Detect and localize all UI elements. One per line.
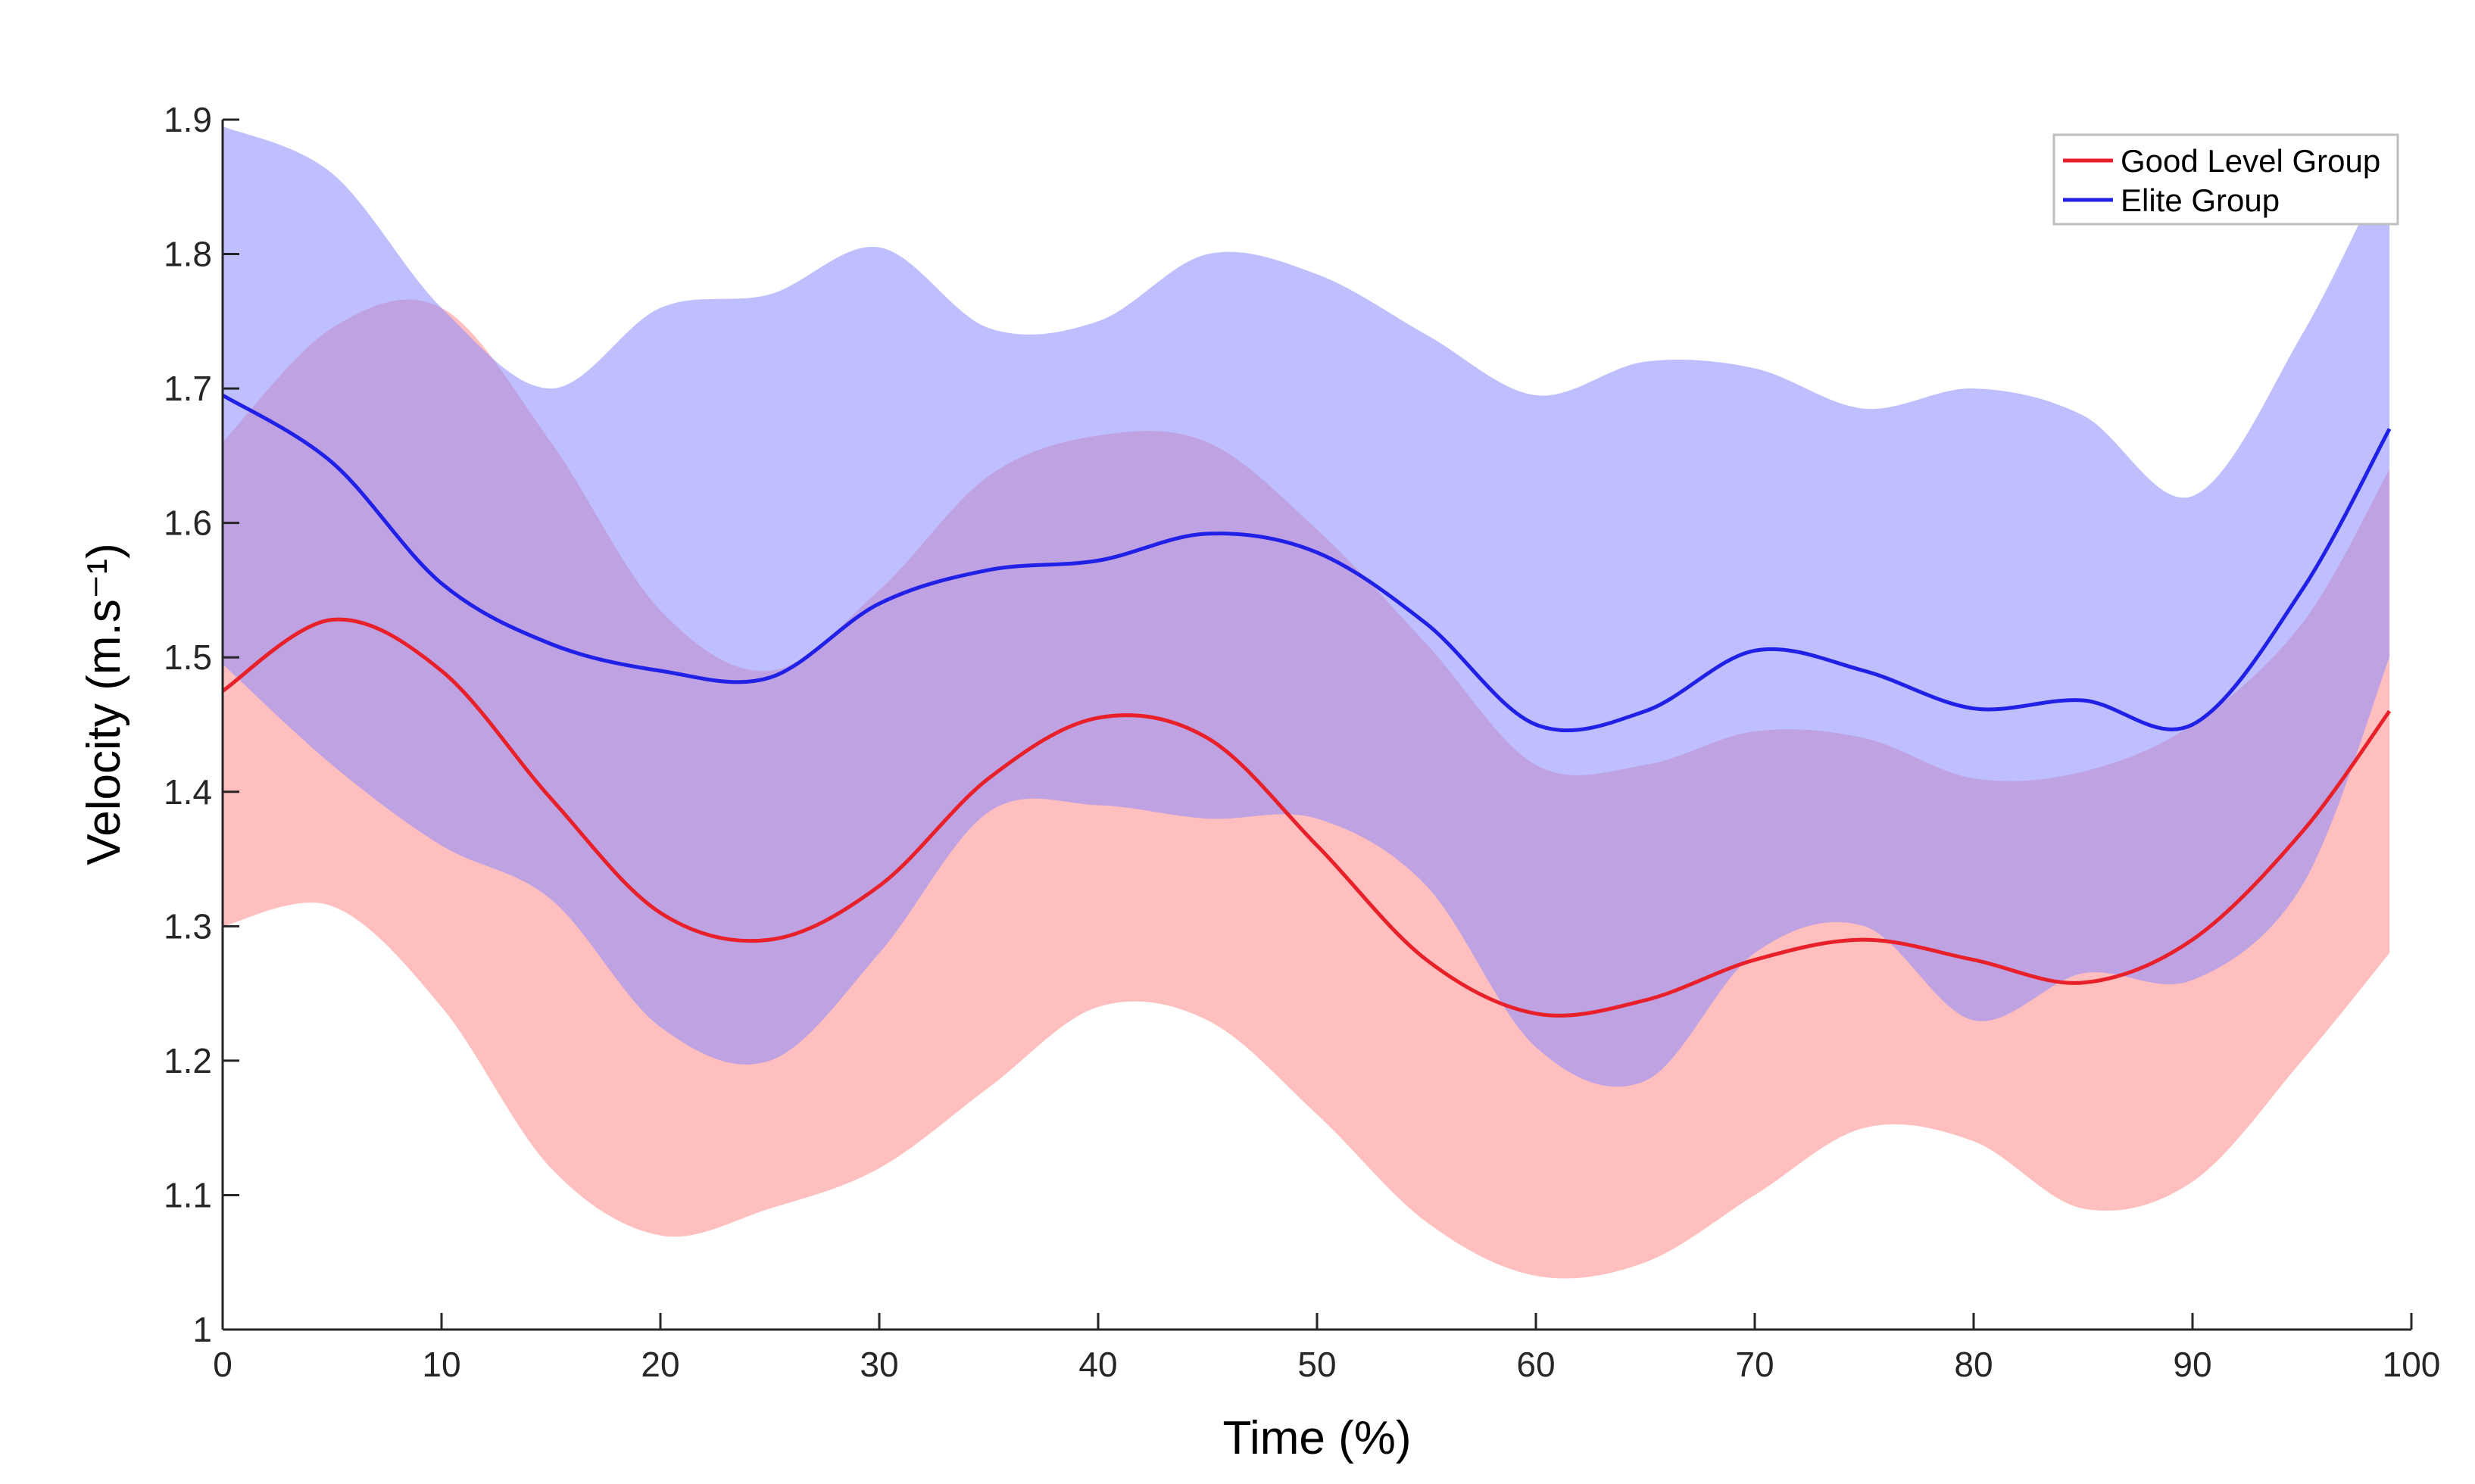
tick-labels: 0 10 20 30 40 50 60 70 80 90 100 1 1.1 1.2 1.3 1.4 1.5 1.… [164,100,2440,1384]
line-elite-group [221,393,2392,733]
legend-box [2052,133,2399,226]
x-tick-label-60: 60 [1516,1345,1555,1384]
y-tick-label-1-1: 1.1 [164,1175,212,1214]
x-tick-label-30: 30 [860,1345,898,1384]
line-good-level-group [221,617,2392,1018]
x-tick-label-100: 100 [2383,1345,2441,1384]
x-tick-label-20: 20 [641,1345,679,1384]
x-tick-label-80: 80 [1954,1345,1993,1384]
y-tick-label-1-9: 1.9 [164,100,212,139]
x-tick-label-50: 50 [1297,1345,1336,1384]
y-tick-label-1-6: 1.6 [164,504,212,543]
x-tick-label-0: 0 [213,1345,233,1384]
x-axis-title: Time (%) [1222,1412,1411,1464]
y-tick-label-1-5: 1.5 [164,638,212,677]
x-tick-label-70: 70 [1735,1345,1774,1384]
x-tick-label-10: 10 [422,1345,460,1384]
confidence-bands [223,126,2390,1279]
y-tick-label-1-2: 1.2 [164,1041,212,1080]
y-tick-label-1-8: 1.8 [164,235,212,274]
legend: Good Level Group Elite Group [2052,133,2399,226]
y-tick-label-1: 1 [192,1310,212,1349]
y-tick-label-1-4: 1.4 [164,772,212,812]
band-elite-group [223,126,2390,1087]
mean-lines [221,393,2392,1018]
tick-marks [221,118,2413,1331]
legend-label-good-level-group: Good Level Group [2121,143,2380,179]
y-axis-title: Velocity (m.s⁻¹) [78,543,130,865]
x-tick-label-40: 40 [1078,1345,1117,1384]
y-tick-label-1-3: 1.3 [164,906,212,946]
x-tick-label-90: 90 [2173,1345,2211,1384]
legend-label-elite-group: Elite Group [2121,182,2280,218]
y-tick-label-1-7: 1.7 [164,369,212,408]
